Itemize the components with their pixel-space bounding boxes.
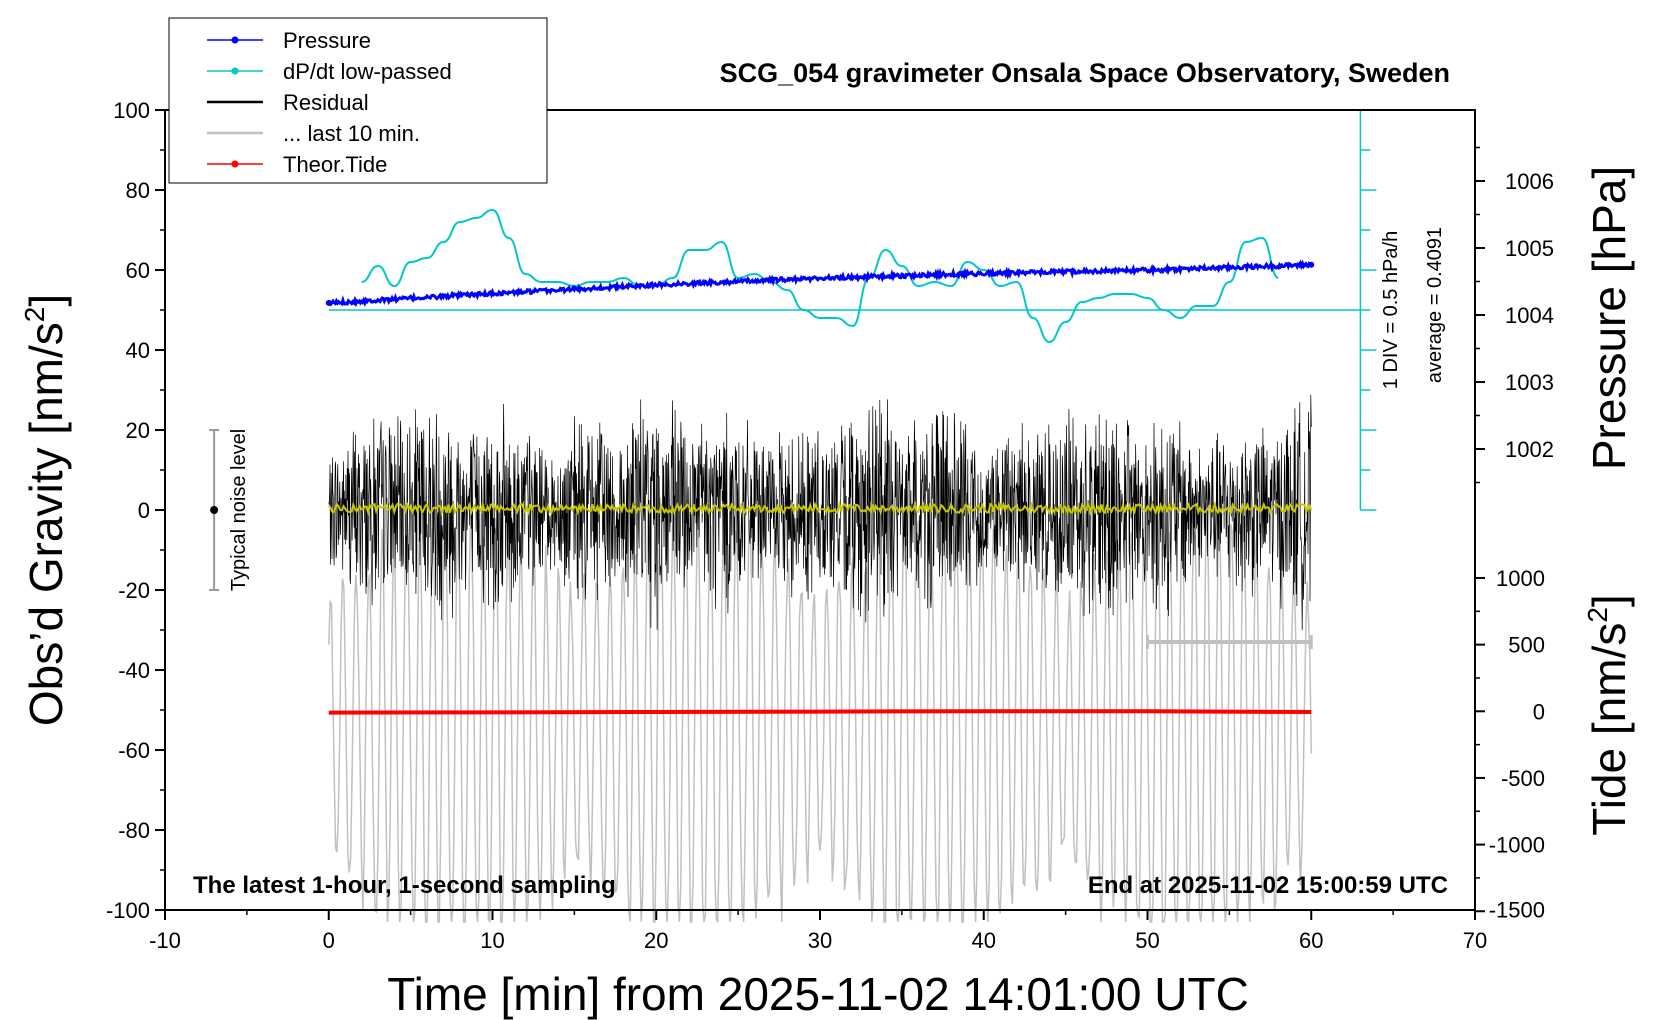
y-axis-label-gravity-sup: 2 [19, 307, 50, 323]
y-tick-label: -80 [118, 818, 150, 843]
legend-label: dP/dt low-passed [283, 59, 452, 84]
x-tick-label: 20 [644, 928, 668, 953]
y-tick-label: -40 [118, 658, 150, 683]
legend-marker [231, 67, 239, 75]
x-tick-label: 60 [1299, 928, 1323, 953]
tide-tick-label: -1500 [1489, 897, 1545, 922]
noise-level-dot [210, 506, 219, 514]
pressure-marker [1308, 261, 1315, 268]
pressure-tick-label: 1003 [1505, 370, 1554, 395]
x-tick-label: 10 [480, 928, 504, 953]
y-axis-label-tide-close: ] [1583, 594, 1635, 607]
bottom-right-note: End at 2025-11-02 15:00:59 UTC [1088, 872, 1448, 899]
y-axis-label-pressure: Pressure [hPa] [1583, 166, 1635, 470]
legend-label: Theor.Tide [283, 152, 387, 177]
x-tick-label: 30 [808, 928, 832, 953]
y-tick-label: 20 [126, 418, 150, 443]
x-tick-label: 0 [323, 928, 335, 953]
pressure-tick-label: 1004 [1505, 303, 1554, 328]
x-tick-label: 40 [972, 928, 996, 953]
tide-series [328, 709, 1312, 715]
legend-marker [231, 160, 239, 168]
y-axis-label-gravity: Obs’d Gravity [nm/s2] [19, 294, 72, 726]
x-tick-label: -10 [149, 928, 181, 953]
bottom-left-note: The latest 1-hour, 1-second sampling [193, 872, 616, 899]
y-axis-label-gravity-main: Obs’d Gravity [nm/s [20, 322, 72, 726]
dpdt-series [361, 208, 1280, 344]
tide-tick-label: -1000 [1489, 833, 1545, 858]
x-tick-label: 50 [1135, 928, 1159, 953]
y-tick-label: -60 [118, 738, 150, 763]
tide-tick-label: 500 [1508, 633, 1545, 658]
x-tick-label: 70 [1463, 928, 1487, 953]
residual-smooth-series [328, 500, 1313, 517]
div-label: 1 DIV = 0.5 hPa/h [1380, 231, 1402, 389]
y-tick-label: 0 [138, 498, 150, 523]
chart-title: SCG_054 gravimeter Onsala Space Observat… [720, 58, 1450, 88]
residual-series [328, 394, 1312, 631]
y-axis-label-tide-sup: 2 [1582, 607, 1613, 623]
average-label: average = 0.4091 [1424, 227, 1446, 383]
y-tick-label: 40 [126, 338, 150, 363]
tide-tick-label: 1000 [1496, 566, 1545, 591]
pressure-marker [325, 299, 332, 306]
legend-label: Residual [283, 90, 369, 115]
pressure-tick-label: 1005 [1505, 236, 1554, 261]
legend-label: Pressure [283, 28, 371, 53]
pressure-series [328, 259, 1313, 308]
x-axis-label: Time [min] from 2025-11-02 14:01:00 UTC [387, 968, 1249, 1020]
plot-layer [209, 109, 1377, 923]
y-tick-label: 100 [113, 98, 150, 123]
y-axis-label-tide-main: Tide [nm/s [1583, 623, 1635, 836]
tide-tick-label: 0 [1533, 699, 1545, 724]
legend-marker [231, 36, 239, 44]
legend-box [168, 17, 548, 184]
pressure-tick-label: 1006 [1505, 169, 1554, 194]
tide-tick-label: -500 [1501, 766, 1545, 791]
pressure-tick-label: 1002 [1505, 437, 1554, 462]
noise-level-label: Typical noise level [228, 429, 250, 591]
y-tick-label: 60 [126, 258, 150, 283]
y-axis-label-tide: Tide [nm/s2] [1582, 594, 1635, 835]
legend: Pressure dP/dt low-passed Residual ... last… [168, 17, 548, 184]
y-tick-label: -20 [118, 578, 150, 603]
y-axis-label-gravity-close: ] [20, 294, 72, 307]
y-tick-label: -100 [106, 898, 150, 923]
legend-label: ... last 10 min. [283, 121, 420, 146]
y-tick-label: 80 [126, 178, 150, 203]
axes-layer: -10 0 10 20 30 40 50 60 70100806040200-20-40-60-… [106, 98, 1554, 953]
